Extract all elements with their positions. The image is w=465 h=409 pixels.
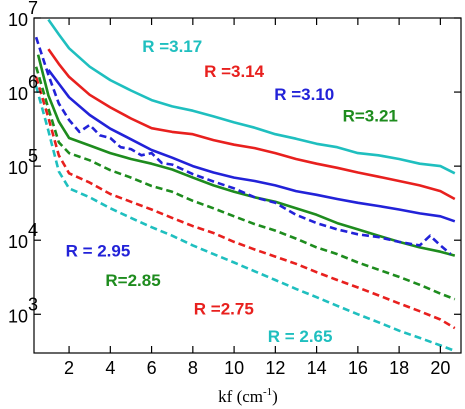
series-line-1	[47, 18, 456, 175]
series-line-2	[47, 48, 456, 201]
y-tick-exponent: 3	[28, 294, 38, 314]
x-tick-label: 10	[224, 358, 244, 378]
x-axis-label: kf (cm-1)	[218, 386, 278, 406]
y-tick-exponent: 6	[28, 72, 38, 92]
y-tick-label: 10	[8, 158, 28, 178]
y-tick-label: 10	[8, 306, 28, 326]
x-tick-label: 16	[348, 358, 368, 378]
series-label: R =3.14	[204, 62, 265, 81]
y-tick-label: 10	[8, 10, 28, 30]
y-tick-label: 10	[8, 84, 28, 104]
series-labels: R =3.17R =3.14 R =3.10 R=3.21 R = 2.95 R=2.8…	[66, 37, 398, 346]
series-line-5	[34, 36, 452, 256]
x-tick-label: 18	[389, 358, 409, 378]
y-tick-exponent: 4	[28, 220, 38, 240]
series-label: R =3.10	[274, 85, 334, 104]
x-tick-label: 4	[105, 358, 115, 378]
plot-frame	[33, 17, 462, 354]
series-line-3	[47, 69, 456, 223]
series-label: R=3.21	[343, 107, 398, 126]
series-line-7	[34, 76, 456, 330]
x-tick-label: 2	[64, 358, 74, 378]
x-tick-label: 20	[430, 358, 450, 378]
series-label: R=2.85	[105, 271, 160, 290]
series-line-8	[34, 85, 456, 353]
y-tick-label: 10	[8, 232, 28, 252]
series-label: R =3.17	[142, 37, 202, 56]
series-line-4	[36, 54, 456, 257]
y-tick-exponent: 5	[28, 146, 38, 166]
series-label: R =2.75	[194, 299, 254, 318]
y-tick-exponent: 7	[28, 0, 38, 18]
x-tick-label: 12	[265, 358, 285, 378]
series-line-6	[34, 66, 456, 301]
x-tick-label: 14	[307, 358, 327, 378]
series-layer	[34, 18, 456, 353]
series-label: R = 2.95	[66, 242, 131, 261]
x-tick-label: 8	[188, 358, 198, 378]
series-label: R = 2.65	[268, 327, 333, 346]
x-tick-label: 6	[147, 358, 157, 378]
